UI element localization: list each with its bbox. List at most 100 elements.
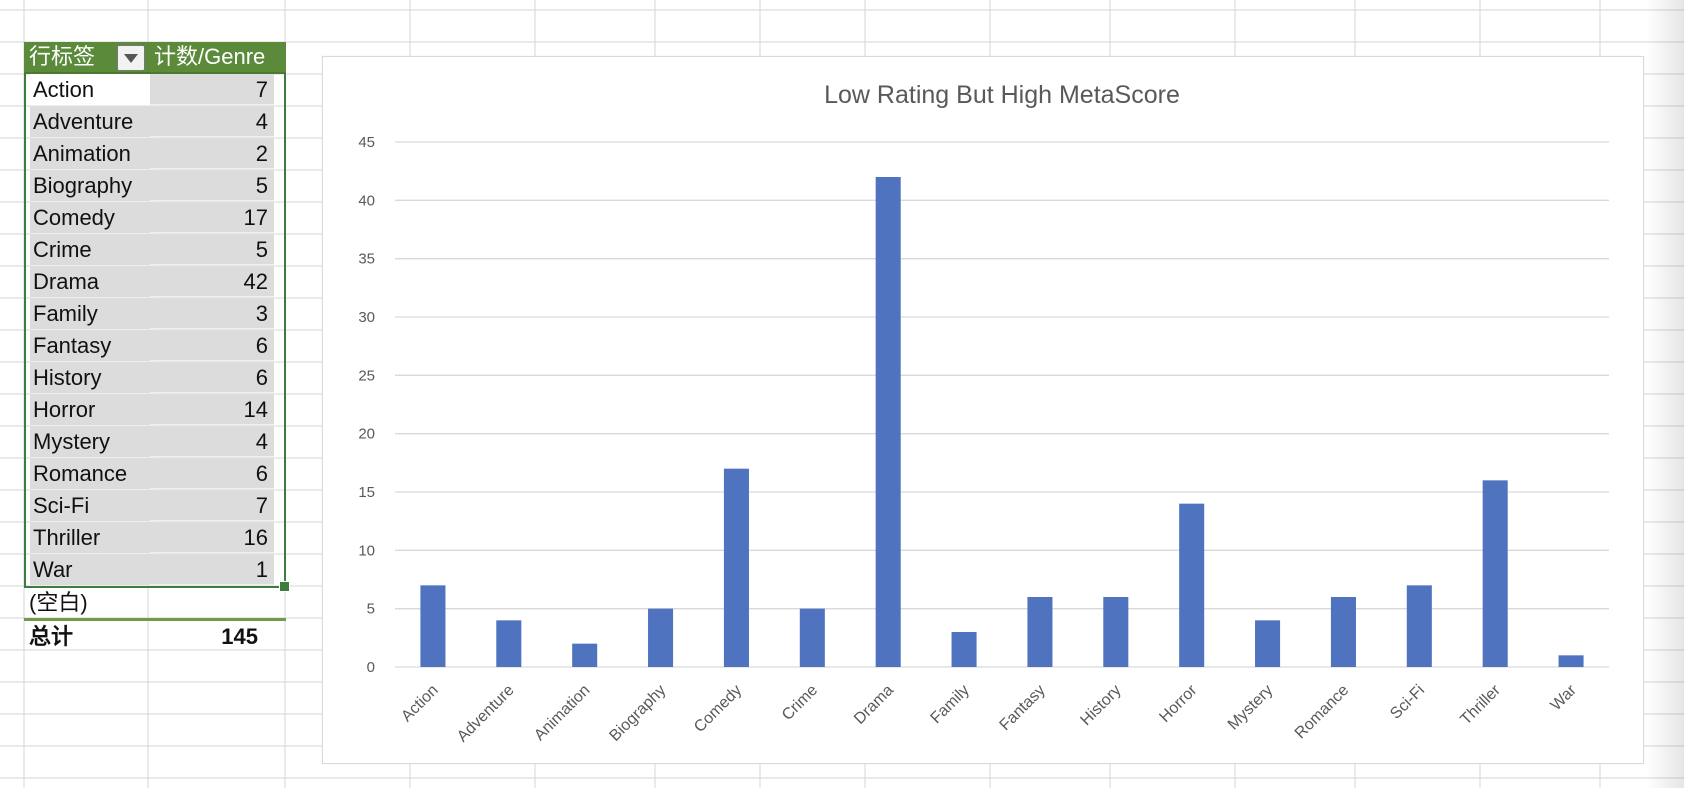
total-label: 总计 [29,624,74,649]
pivot-row-label-text: Animation [33,141,131,166]
pivot-row[interactable]: Family 3 [26,298,284,330]
bar-comedy[interactable] [723,468,749,667]
pivot-row-label: Drama [30,266,154,298]
pivot-row-value: 6 [150,362,274,393]
pivot-header-row: 行标签 计数/Genre [24,42,286,74]
y-tick-label: 35 [358,251,375,268]
y-tick-label: 15 [358,484,375,501]
pivot-row[interactable]: Fantasy 6 [26,330,284,362]
pivot-row-label: Animation [30,138,154,170]
pivot-row-label: Mystery [30,426,154,458]
pivot-row-label: Crime [30,234,154,266]
bar-romance[interactable] [1330,597,1356,667]
bar-drama[interactable] [875,177,901,667]
x-tick-label: History [1077,682,1124,729]
x-tick-label: Biography [606,682,669,745]
pivot-row-label: Comedy [30,202,154,234]
pivot-row[interactable]: Animation 2 [26,138,284,170]
count-header: 计数/Genre [154,44,266,69]
pivot-row-label: Sci-Fi [30,490,154,522]
pivot-row-value: 5 [150,234,274,265]
bar-biography[interactable] [648,608,674,667]
pivot-row[interactable]: Horror 14 [26,394,284,426]
pivot-row-label-text: Comedy [33,205,115,230]
y-tick-label: 25 [358,367,375,384]
x-tick-label: Fantasy [996,682,1048,734]
bar-action[interactable] [420,585,446,667]
pivot-table: 行标签 计数/Genre Action 7 Adventure 4 Animation 2… [24,42,290,653]
bar-horror[interactable] [1179,503,1205,667]
x-tick-label: Romance [1292,682,1353,743]
bar-fantasy[interactable] [1027,597,1053,667]
x-tick-label: War [1548,681,1581,714]
chart-canvas: Low Rating But High MetaScore 0 5 10 15 20 25 3… [358,81,1609,746]
bar-mystery[interactable] [1255,620,1281,667]
bar-history[interactable] [1103,597,1129,667]
pivot-row-label: Biography [30,170,154,202]
y-tick-label: 5 [367,601,375,618]
bar-crime[interactable] [799,608,825,667]
pivot-row[interactable]: Comedy 17 [26,202,284,234]
x-tick-label: Crime [779,682,821,724]
pivot-row[interactable]: Crime 5 [26,234,284,266]
pivot-row[interactable]: Adventure 4 [26,106,284,138]
pivot-row[interactable]: Drama 42 [26,266,284,298]
pivot-row-label: Thriller [30,522,154,554]
pivot-row-value: 6 [150,458,274,489]
bar-sci-fi[interactable] [1406,585,1432,667]
pivot-row-label-text: Biography [33,173,133,198]
pivot-row[interactable]: Thriller 16 [26,522,284,554]
x-tick-label: Comedy [691,682,745,736]
pivot-row-label-text: Mystery [33,429,110,454]
x-tick-label: Thriller [1457,681,1504,728]
pivot-row[interactable]: Romance 6 [26,458,284,490]
pivot-row-value: 42 [150,266,274,297]
bar-family[interactable] [951,632,977,667]
pivot-row-value: 7 [150,490,274,521]
y-tick-label: 45 [358,134,375,151]
pivot-total-row[interactable]: 总计 145 [24,620,286,653]
pivot-row-label-text: Adventure [33,109,134,134]
x-tick-label: Sci-Fi [1387,682,1428,723]
pivot-row[interactable]: War 1 [26,554,284,586]
pivot-row-label-text: Thriller [33,525,101,550]
pivot-row-label-text: Fantasy [33,333,112,358]
pivot-row-value: 6 [150,330,274,361]
pivot-row-label: Adventure [30,106,154,138]
fill-handle[interactable] [279,581,290,592]
x-tick-label: Animation [531,682,593,744]
pivot-selection[interactable]: Action 7 Adventure 4 Animation 2 Biography 5 Com… [24,74,290,592]
pivot-row-label-text: Sci-Fi [33,493,90,518]
bar-war[interactable] [1558,655,1584,667]
pivot-row-label: Romance [30,458,154,490]
x-tick-label: Adventure [454,682,518,746]
x-tick-label: Family [928,682,973,727]
pivot-row[interactable]: Mystery 4 [26,426,284,458]
pivot-row[interactable]: Biography 5 [26,170,284,202]
pivot-row-label-text: Drama [33,269,100,294]
pivot-row-label: History [30,362,154,394]
filter-dropdown-button[interactable] [117,45,145,71]
pivot-row-value: 16 [150,522,274,553]
total-value: 145 [221,624,258,649]
pivot-row-label-text: Action [33,77,95,102]
bar-chart[interactable]: Low Rating But High MetaScore 0 5 10 15 20 25 3… [322,56,1644,764]
pivot-row-label: Action [30,74,154,106]
pivot-row-label-text: Crime [33,237,92,262]
bar-thriller[interactable] [1482,480,1508,667]
bar-animation[interactable] [572,643,598,667]
bar-adventure[interactable] [496,620,522,667]
pivot-row[interactable]: Action 7 [26,74,284,106]
x-tick-label: Drama [851,682,897,728]
x-tick-label: Mystery [1225,682,1277,734]
window-edge-shadow [1646,0,1684,788]
pivot-row[interactable]: Sci-Fi 7 [26,490,284,522]
x-tick-label: Action [398,682,441,725]
x-tick-label: Horror [1156,681,1201,726]
y-tick-label: 20 [358,426,375,443]
pivot-row[interactable]: History 6 [26,362,284,394]
y-tick-label: 0 [367,659,375,676]
pivot-row-label-text: Horror [33,397,96,422]
pivot-row-value: 7 [150,74,274,105]
pivot-blank-row[interactable]: (空白) [24,588,286,620]
